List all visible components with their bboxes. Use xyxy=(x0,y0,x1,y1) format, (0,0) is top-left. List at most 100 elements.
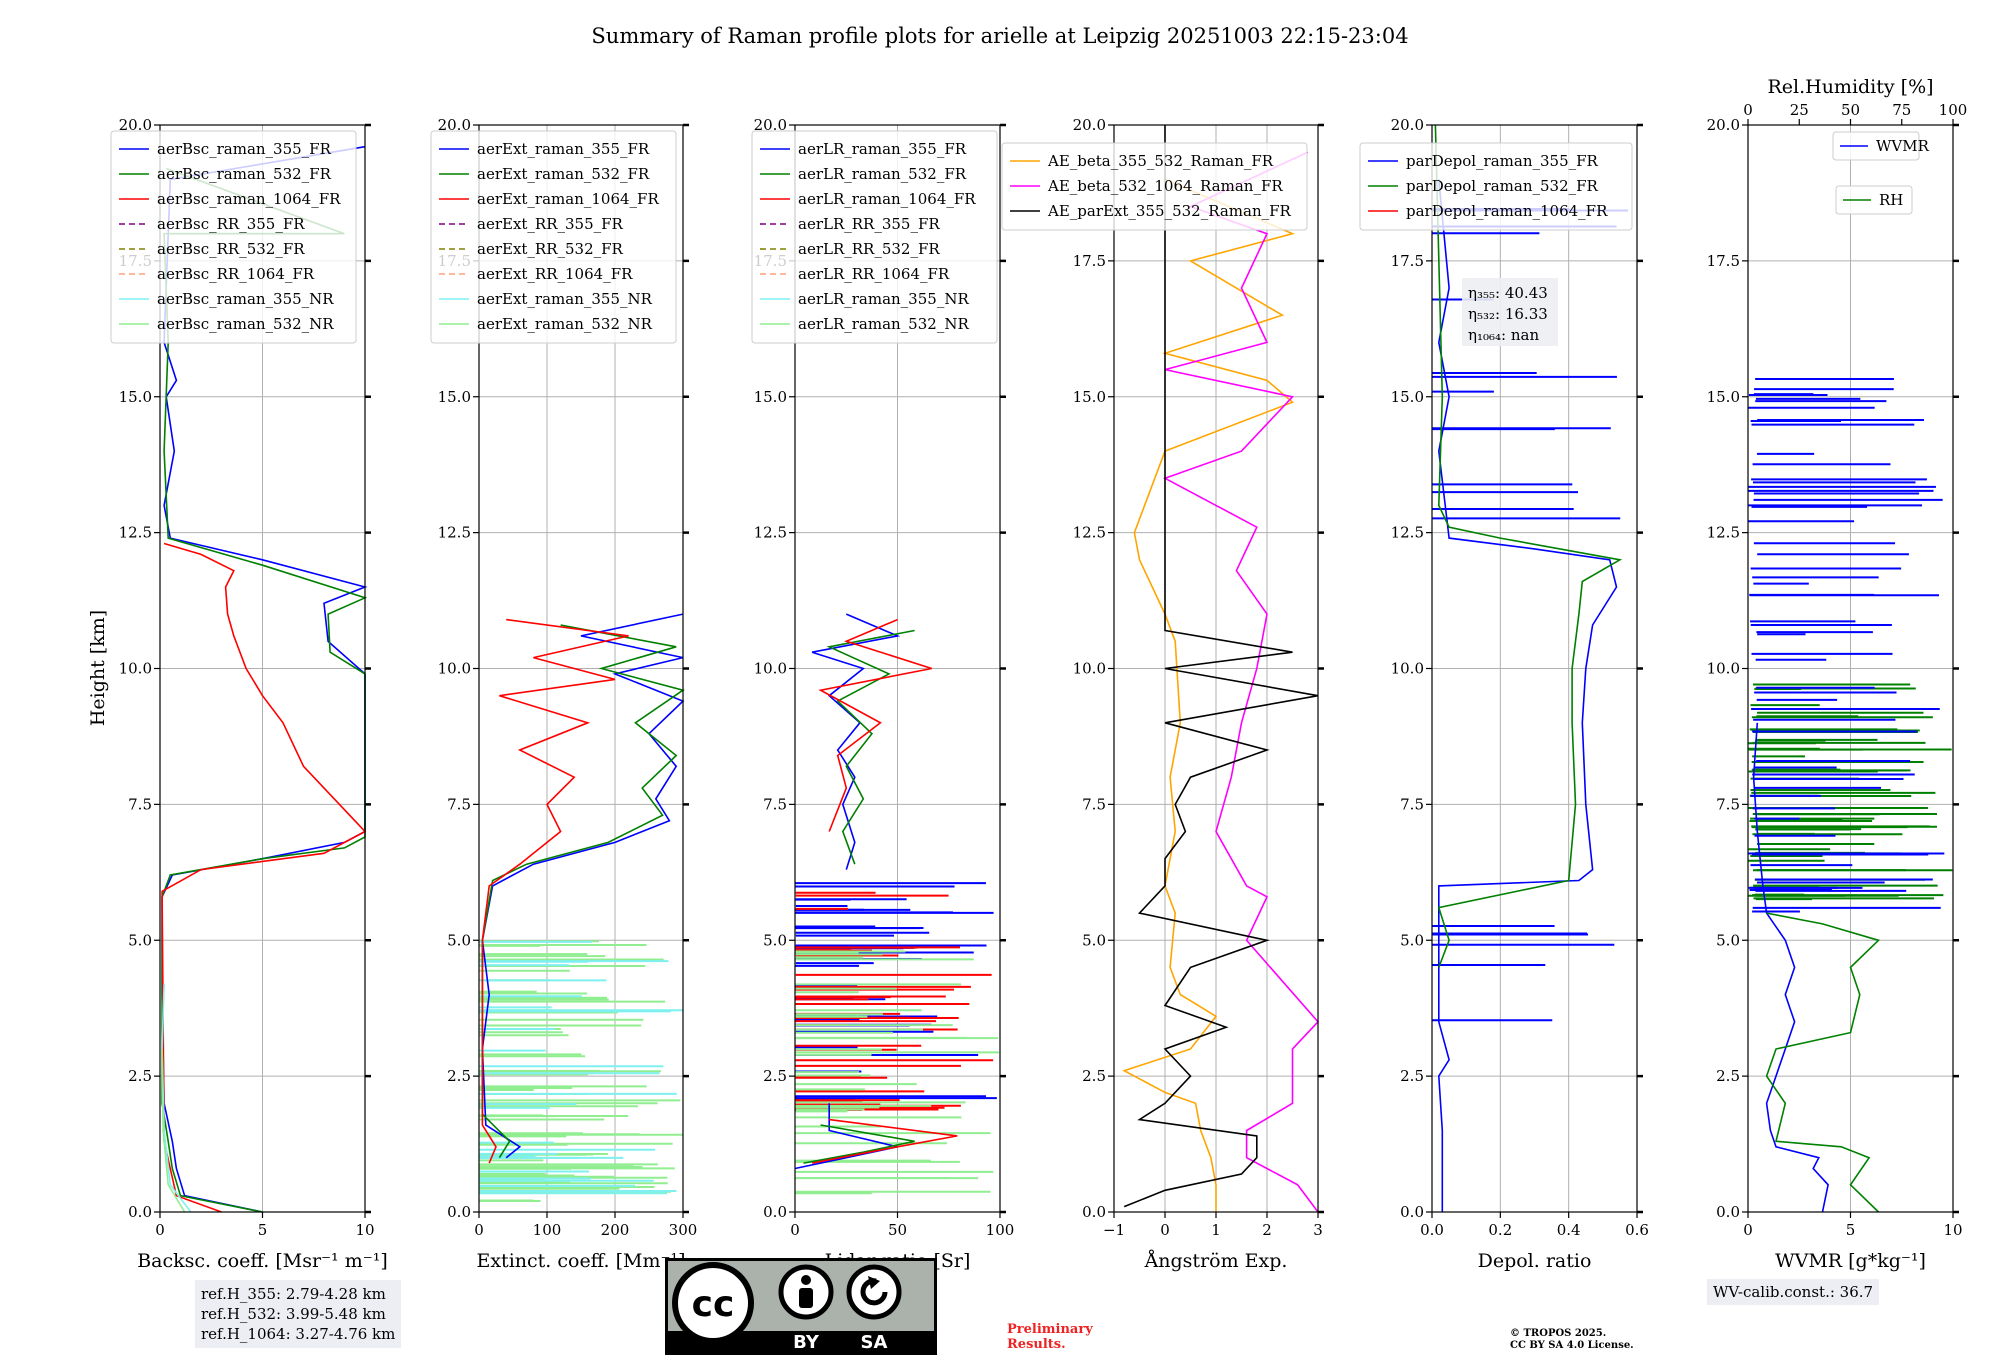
angstrom-legend-box xyxy=(1001,142,1308,231)
preliminary-note: Preliminary Results. xyxy=(1007,1322,1093,1352)
reference-heights-box: ref.H_355: 2.79-4.28 km ref.H_532: 3.99-… xyxy=(195,1280,402,1348)
angstrom-xtick-label: −1 xyxy=(1103,1221,1125,1239)
depol-ytick-label: 17.5 xyxy=(1391,252,1424,270)
depol-ytick-label: 2.5 xyxy=(1400,1067,1424,1085)
depol-legend-box xyxy=(1359,142,1633,231)
wvmr-top-xtick-label: 25 xyxy=(1790,101,1809,119)
extinction-legend-label: aerExt_raman_1064_FR xyxy=(477,190,659,208)
extinction-ytick-label: 20.0 xyxy=(438,116,471,134)
angstrom-ytick-label: 12.5 xyxy=(1073,524,1106,542)
backscatter-legend-label: aerBsc_RR_1064_FR xyxy=(157,265,315,283)
preliminary-line-1: Preliminary xyxy=(1007,1322,1093,1337)
cc-logo-text: cc xyxy=(692,1284,735,1325)
lidar_ratio-legend-label: aerLR_raman_532_NR xyxy=(798,315,969,333)
lidar_ratio-series-aerLR_raman_1064_FR xyxy=(811,1118,958,1164)
backscatter-series-aerBsc_raman_1064_FR xyxy=(161,542,367,1213)
lidar_ratio-ytick-label: 10.0 xyxy=(754,660,787,678)
depol-series-parDepol_raman_355_FR xyxy=(1437,179,1618,1212)
depol-xtick-label: 0.0 xyxy=(1420,1221,1444,1239)
angstrom-series-AE_parExt_355_532_Raman_FR xyxy=(1123,125,1319,1208)
sa-arc xyxy=(860,1278,888,1306)
rh-legend-label: RH xyxy=(1879,191,1903,209)
lidar_ratio-legend-label: aerLR_RR_355_FR xyxy=(798,215,940,233)
depol-legend-label: parDepol_raman_355_FR xyxy=(1406,152,1599,170)
backscatter-legend-label: aerBsc_raman_532_FR xyxy=(157,165,332,183)
wvmr-ytick-label: 0.0 xyxy=(1716,1203,1740,1221)
wvmr-ytick-label: 7.5 xyxy=(1716,795,1740,813)
cc-logo-icon xyxy=(672,1262,754,1344)
extinction-legend-label: aerExt_RR_532_FR xyxy=(477,240,624,258)
extinction-xtick-label: 0 xyxy=(474,1221,484,1239)
backscatter-xlabel: Backsc. coeff. [Msr⁻¹ m⁻¹] xyxy=(137,1250,388,1272)
extinction-series-aerExt_raman_1064_FR xyxy=(481,618,629,1164)
extinction-ytick-label: 15.0 xyxy=(438,388,471,406)
lidar_ratio-legend-box xyxy=(751,130,998,344)
wvmr-ytick-label: 15.0 xyxy=(1707,388,1740,406)
extinction-ytick-label: 5.0 xyxy=(447,931,471,949)
rh-legend-box xyxy=(1835,185,1913,215)
backscatter-ytick-label: 2.5 xyxy=(128,1067,152,1085)
angstrom-ytick-label: 10.0 xyxy=(1073,660,1106,678)
backscatter-panel: 0.02.55.07.510.012.515.017.520.00510Back… xyxy=(87,116,388,1272)
depol-xtick-label: 0.4 xyxy=(1557,1221,1581,1239)
backscatter-legend-label: aerBsc_raman_355_NR xyxy=(157,290,334,308)
depol-ytick-label: 12.5 xyxy=(1391,524,1424,542)
angstrom-ytick-label: 20.0 xyxy=(1073,116,1106,134)
angstrom-ytick-label: 5.0 xyxy=(1082,931,1106,949)
extinction-series-aerExt_raman_532_FR xyxy=(481,624,685,1159)
backscatter-series-aerBsc_raman_355_FR xyxy=(161,145,368,1213)
depol-legend-label: parDepol_raman_532_FR xyxy=(1406,177,1599,195)
depol-series-parDepol_raman_532_FR xyxy=(1434,124,1623,968)
angstrom-ytick-label: 17.5 xyxy=(1073,252,1106,270)
lidar_ratio-legend-label: aerLR_RR_1064_FR xyxy=(798,265,950,283)
lidar_ratio-xtick-label: 0 xyxy=(790,1221,800,1239)
wvmr-ytick-label: 12.5 xyxy=(1707,524,1740,542)
lidar_ratio-legend-label: aerLR_raman_532_FR xyxy=(798,165,967,183)
angstrom-legend-label: AE_parExt_355_532_Raman_FR xyxy=(1047,202,1292,220)
wvmr-panel: 0.02.55.07.510.012.515.017.520.00 5 10WVMR… xyxy=(1707,76,1968,1272)
lidar_ratio-legend-label: aerLR_RR_532_FR xyxy=(798,240,940,258)
angstrom-ytick-label: 0.0 xyxy=(1082,1203,1106,1221)
wvmr-ytick-label: 17.5 xyxy=(1707,252,1740,270)
wvmr-xtick-label: 10 xyxy=(1943,1221,1962,1239)
sa-share-icon xyxy=(846,1264,902,1320)
lidar_ratio-ytick-label: 5.0 xyxy=(763,931,787,949)
eta-355-label: η₃₅₅: 40.43 xyxy=(1468,284,1548,302)
ref-height-355: ref.H_355: 2.79-4.28 km xyxy=(201,1285,386,1303)
extinction-ytick-label: 2.5 xyxy=(447,1067,471,1085)
backscatter-ytick-label: 5.0 xyxy=(128,931,152,949)
angstrom-series-AE_beta_532_1064_Raman_FR xyxy=(1163,151,1320,1213)
angstrom-legend-label: AE_beta_532_1064_Raman_FR xyxy=(1047,177,1283,195)
extinction-legend-label: aerExt_raman_355_FR xyxy=(477,140,650,158)
extinction-ytick-label: 0.0 xyxy=(447,1203,471,1221)
backscatter-ytick-label: 10.0 xyxy=(119,660,152,678)
wvmr-legend-label: WVMR xyxy=(1876,137,1930,155)
eta-532-label: η₅₃₂: 16.33 xyxy=(1468,305,1548,323)
wvmr-legend-box xyxy=(1832,131,1920,161)
by-person-body xyxy=(799,1288,813,1308)
extinction-xtick-label: 100 xyxy=(533,1221,562,1239)
lidar_ratio-xtick-label: 100 xyxy=(986,1221,1015,1239)
backscatter-ytick-label: 12.5 xyxy=(119,524,152,542)
panels: 0.02.55.07.510.012.515.017.520.00510Back… xyxy=(87,76,1967,1272)
extinction-ytick-label: 12.5 xyxy=(438,524,471,542)
backscatter-legend-label: aerBsc_raman_355_FR xyxy=(157,140,332,158)
figure-title: Summary of Raman profile plots for ariel… xyxy=(591,24,1408,48)
lidar_ratio-panel: 0.02.55.07.510.012.515.017.520.0050100Li… xyxy=(751,116,1015,1272)
ref-height-532: ref.H_532: 3.99-5.48 km xyxy=(201,1305,386,1323)
backscatter-legend-box xyxy=(110,130,357,344)
copyright-line-2: CC BY SA 4.0 License. xyxy=(1510,1340,1634,1351)
depol-ytick-label: 20.0 xyxy=(1391,116,1424,134)
lidar_ratio-legend-label: aerLR_raman_355_FR xyxy=(798,140,967,158)
wvmr-ytick-label: 10.0 xyxy=(1707,660,1740,678)
sa-arrowhead xyxy=(868,1276,880,1289)
wvmr-top-xtick-label: 0 xyxy=(1743,101,1753,119)
extinction-legend-label: aerExt_raman_532_FR xyxy=(477,165,650,183)
backscatter-legend-label: aerBsc_RR_355_FR xyxy=(157,215,305,233)
angstrom-ytick-label: 2.5 xyxy=(1082,1067,1106,1085)
backscatter-ylabel: Height [km] xyxy=(87,610,109,726)
copyright-line-1: © TROPOS 2025. xyxy=(1510,1328,1607,1339)
depol-ytick-label: 5.0 xyxy=(1400,931,1424,949)
wvmr-top-xlabel: Rel.Humidity [%] xyxy=(1767,76,1933,98)
by-person-head xyxy=(801,1275,811,1285)
